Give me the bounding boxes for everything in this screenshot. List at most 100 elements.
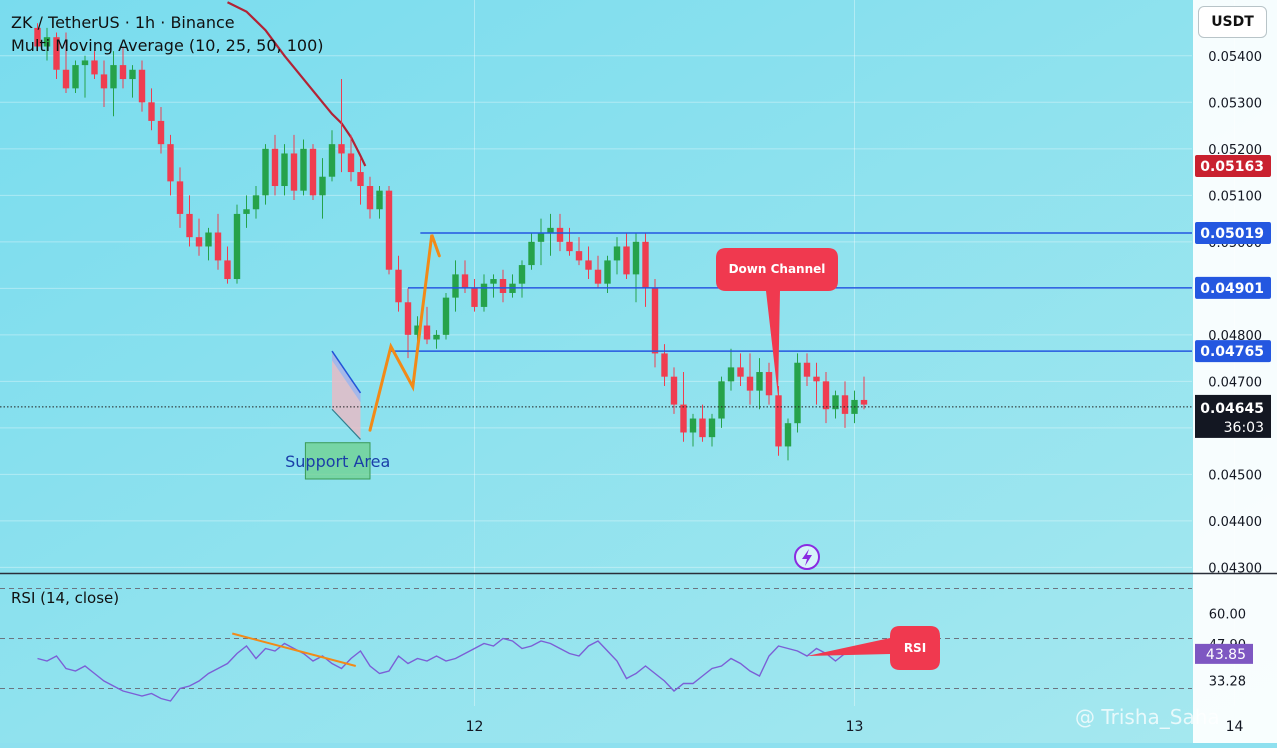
- price-tick-label: 0.05400: [1208, 50, 1262, 65]
- candle-body: [376, 190, 383, 210]
- candle-body: [281, 153, 288, 187]
- candle-body: [794, 362, 801, 424]
- candle-body: [822, 381, 830, 410]
- candle-body: [338, 144, 345, 154]
- candle-body: [43, 37, 51, 47]
- candle-body: [756, 372, 763, 391]
- rsi-value-badge: [1195, 643, 1253, 664]
- x-tick-label: 13: [846, 719, 864, 735]
- down-channel-lower-line: [331, 408, 361, 440]
- candle-body: [404, 302, 412, 335]
- x-tick-label: 12: [466, 719, 484, 735]
- rsi-callout-box: [807, 626, 940, 670]
- moving-average-line: [227, 1, 367, 167]
- countdown-text: 36:03: [1224, 420, 1264, 436]
- candle-body: [148, 102, 155, 121]
- price-tick-label: 0.05200: [1208, 143, 1262, 158]
- candle-body: [138, 69, 146, 103]
- candle-body: [176, 181, 184, 214]
- rsi-value-text: 43.85: [1206, 647, 1246, 663]
- candle-body: [81, 60, 89, 66]
- candle-body: [195, 237, 203, 247]
- candle-body: [395, 269, 402, 303]
- down-channel-callout-text: Down Channel: [729, 262, 826, 276]
- price-tick-label: 0.05300: [1208, 96, 1262, 111]
- candle-body: [784, 423, 792, 447]
- rsi-line: [37, 637, 855, 702]
- candle-body: [566, 241, 573, 252]
- candle-body: [262, 148, 269, 196]
- price-tick-label: 0.04500: [1208, 468, 1262, 483]
- candle-body: [471, 288, 478, 307]
- candle-body: [366, 186, 374, 210]
- candle-body: [537, 232, 545, 242]
- candle-body: [651, 288, 659, 354]
- price-label-text: 0.04901: [1200, 281, 1264, 297]
- symbol-title: ZK / TetherUS · 1h · Binance: [11, 13, 235, 32]
- down-channel-top-band: [332, 351, 361, 403]
- price-label-badge: [1195, 340, 1271, 363]
- price-label-badge: [1195, 276, 1271, 299]
- candle-body: [547, 227, 554, 233]
- down-channel-callout-box: [716, 248, 838, 396]
- candle-body: [72, 65, 79, 89]
- down-channel-upper-line: [331, 350, 362, 394]
- candle-body: [319, 176, 326, 196]
- candle-body: [214, 232, 222, 261]
- candle-body: [224, 260, 231, 280]
- price-tick-label: 0.04700: [1208, 375, 1262, 390]
- rsi-tick-label: 33.28: [1209, 674, 1246, 689]
- candle-body: [832, 395, 839, 410]
- projection-arrow: [368, 234, 441, 432]
- candle-body: [490, 279, 497, 284]
- price-tick-label: 0.04400: [1208, 515, 1262, 530]
- candle-body: [689, 418, 697, 433]
- candle-body: [167, 144, 174, 182]
- candle-body: [813, 376, 820, 382]
- candle-body: [575, 251, 583, 261]
- price-tick-label: 0.04300: [1208, 561, 1262, 576]
- candle-body: [480, 283, 488, 307]
- candle-body: [708, 418, 716, 438]
- candle-body: [594, 269, 602, 284]
- current-price-text: 0.04645: [1200, 401, 1264, 417]
- candle-body: [433, 334, 440, 340]
- candle-body: [585, 260, 592, 270]
- candle-body: [119, 65, 127, 80]
- candle-body: [414, 325, 421, 335]
- candle-body: [518, 265, 526, 284]
- candle-body: [157, 120, 165, 145]
- candle-body: [727, 367, 735, 382]
- price-tick-label: 0.05100: [1208, 189, 1262, 204]
- candle-body: [100, 74, 108, 89]
- candle-body: [62, 69, 70, 89]
- support-area-label: Support Area: [285, 452, 390, 471]
- candle-body: [423, 325, 431, 340]
- candle-body: [205, 232, 212, 247]
- candle-body: [699, 418, 706, 438]
- price-tick-label: 0.04800: [1208, 329, 1262, 344]
- rsi-tick-label: 60.00: [1209, 608, 1246, 623]
- candle-body: [442, 297, 450, 335]
- price-label-text: 0.05019: [1200, 226, 1264, 242]
- price-label-badge: [1195, 155, 1271, 178]
- currency-button[interactable]: USDT: [1198, 6, 1267, 38]
- candle-body: [110, 65, 117, 89]
- candle-body: [613, 246, 621, 261]
- candle-body: [765, 372, 773, 396]
- candle-body: [746, 376, 754, 391]
- price-axis-panel: [1193, 0, 1277, 743]
- candle-body: [556, 227, 564, 242]
- candle-body: [328, 144, 336, 177]
- candle-body: [347, 153, 355, 173]
- candle-body: [252, 195, 260, 210]
- price-label-text: 0.05163: [1200, 159, 1264, 175]
- candle-body: [309, 148, 317, 196]
- candle-body: [452, 274, 459, 298]
- candle-body: [300, 148, 307, 191]
- candle-body: [718, 381, 725, 419]
- rsi-callout-text: RSI: [904, 641, 926, 655]
